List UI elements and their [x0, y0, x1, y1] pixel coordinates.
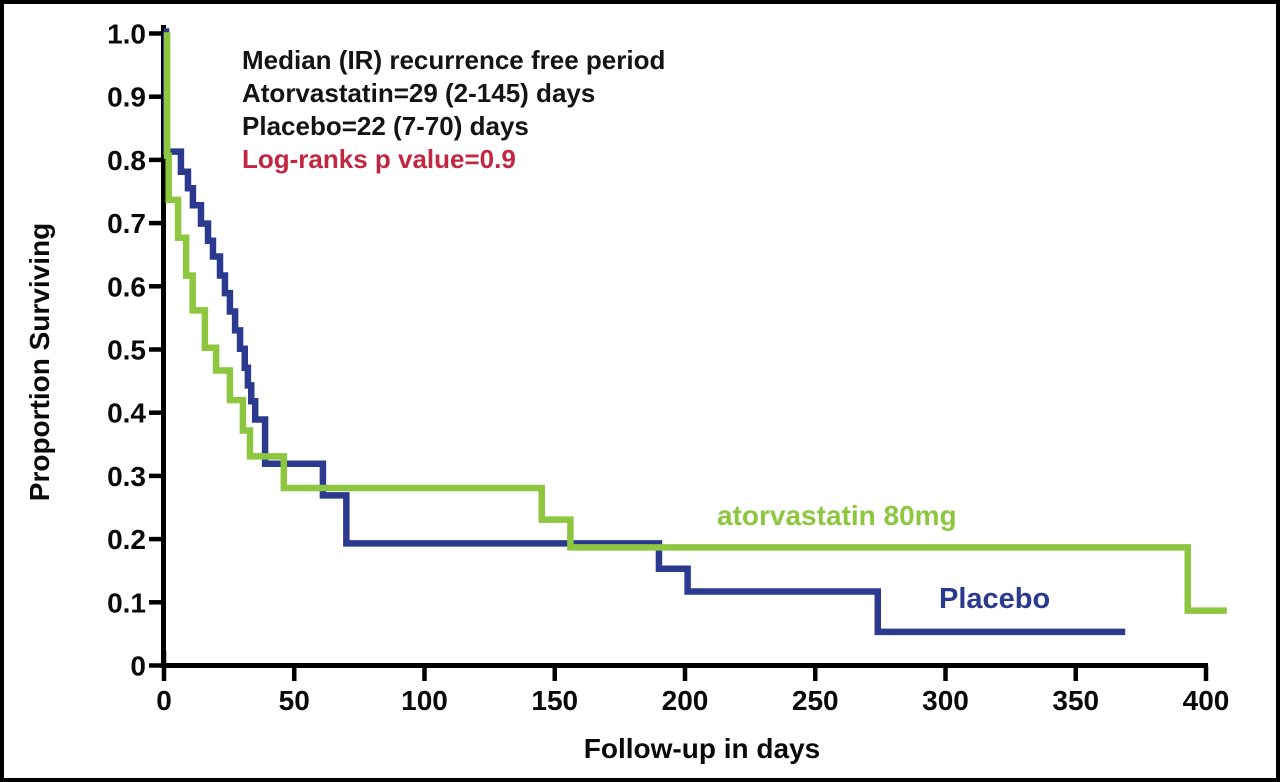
- y-tick-label: 0: [130, 651, 146, 682]
- x-tick-label: 0: [156, 685, 172, 716]
- y-tick-label: 0.2: [107, 524, 146, 555]
- annotation-block: Median (IR) recurrence free period Atorv…: [242, 44, 665, 176]
- x-tick-label: 50: [279, 685, 310, 716]
- annotation-atorvastatin-median: Atorvastatin=29 (2-145) days: [242, 78, 596, 108]
- series-label-atorvastatin: atorvastatin 80mg: [717, 500, 957, 531]
- x-axis-title: Follow-up in days: [583, 733, 821, 764]
- y-tick-label: 0.5: [107, 335, 146, 366]
- x-tick-label: 300: [922, 685, 969, 716]
- y-tick-label: 0.1: [107, 587, 146, 618]
- x-tick-label: 250: [792, 685, 839, 716]
- annotation-placebo-median: Placebo=22 (7-70) days: [242, 111, 529, 141]
- series-label-placebo: Placebo: [939, 583, 1051, 615]
- y-axis-title: Proportion Surviving: [24, 222, 55, 502]
- x-tick-label: 200: [662, 685, 709, 716]
- y-tick-label: 0.9: [107, 82, 146, 113]
- x-tick-label: 350: [1052, 685, 1099, 716]
- annotation-logrank-pvalue: Log-ranks p value=0.9: [242, 144, 516, 174]
- curve-atorvastatin: [163, 32, 1227, 614]
- y-tick-label: 0.6: [107, 271, 146, 302]
- x-tick-label: 100: [401, 685, 448, 716]
- y-tick-label: 1.0: [107, 19, 146, 50]
- y-tick-label: 0.3: [107, 461, 146, 492]
- curve-placebo: [162, 28, 1126, 636]
- x-tick-label: 400: [1183, 685, 1230, 716]
- y-tick-label: 0.4: [107, 398, 146, 429]
- x-tick-label: 150: [531, 685, 578, 716]
- y-tick-label: 0.7: [107, 208, 146, 239]
- y-tick-label: 0.8: [107, 145, 146, 176]
- annotation-median-title: Median (IR) recurrence free period: [242, 45, 666, 75]
